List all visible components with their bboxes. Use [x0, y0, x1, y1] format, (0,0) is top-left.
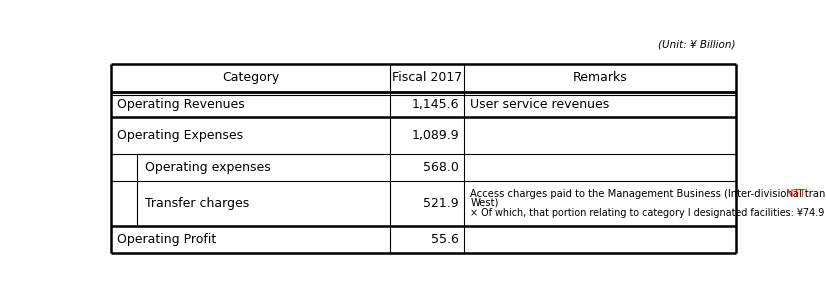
- Text: User service revenues: User service revenues: [470, 98, 610, 111]
- Text: West): West): [470, 198, 499, 208]
- Text: 1,145.6: 1,145.6: [411, 98, 459, 111]
- Text: 521.9: 521.9: [423, 197, 459, 210]
- Text: Remarks: Remarks: [572, 72, 627, 84]
- Text: Category: Category: [222, 72, 279, 84]
- Text: NTT: NTT: [786, 189, 805, 199]
- Text: Fiscal 2017: Fiscal 2017: [392, 72, 463, 84]
- Text: Operating Profit: Operating Profit: [117, 233, 216, 246]
- Text: Operating Expenses: Operating Expenses: [117, 129, 244, 142]
- Text: 568.0: 568.0: [423, 161, 459, 174]
- Text: Operating expenses: Operating expenses: [145, 161, 270, 174]
- Text: 55.6: 55.6: [431, 233, 459, 246]
- Text: (Unit: ¥ Billion): (Unit: ¥ Billion): [658, 40, 736, 50]
- Text: Access charges paid to the Management Business (Inter-divisional transfer within: Access charges paid to the Management Bu…: [470, 189, 826, 199]
- Text: Operating Revenues: Operating Revenues: [117, 98, 245, 111]
- Text: Transfer charges: Transfer charges: [145, 197, 249, 210]
- Text: 1,089.9: 1,089.9: [411, 129, 459, 142]
- Text: × Of which, that portion relating to category I designated facilities: ¥74.9 bil: × Of which, that portion relating to cat…: [470, 208, 826, 218]
